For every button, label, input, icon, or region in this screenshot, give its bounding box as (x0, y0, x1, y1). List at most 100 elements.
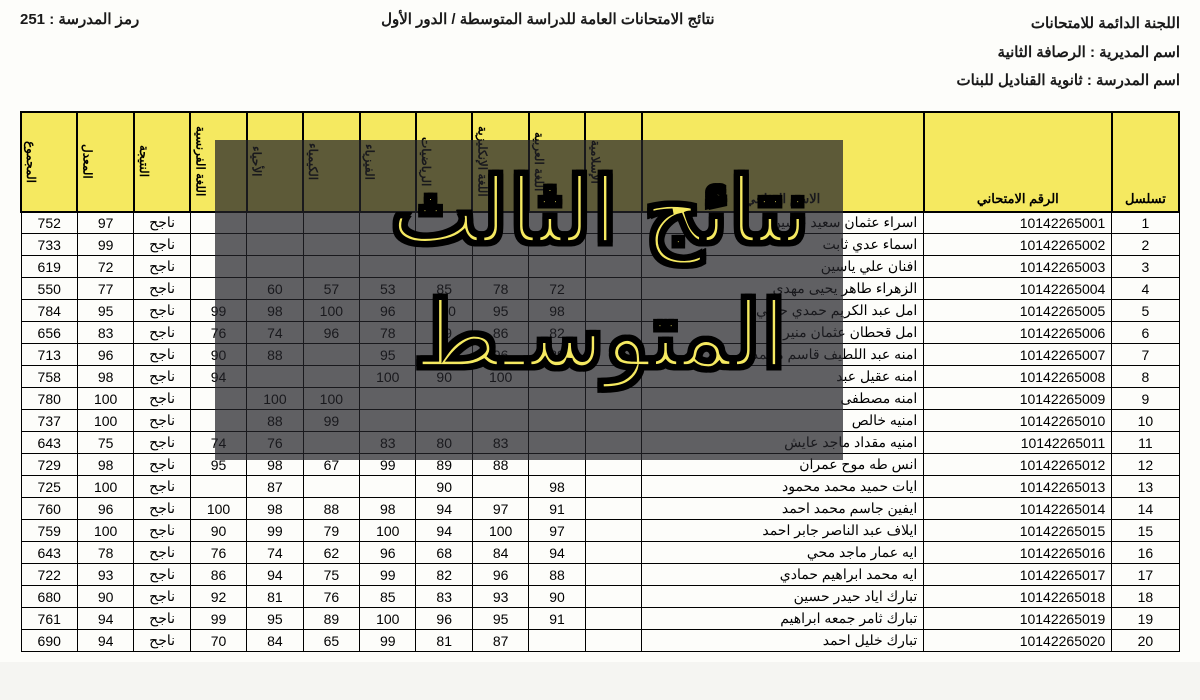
cell (585, 564, 641, 586)
cell: 76 (190, 542, 246, 564)
cell: 784 (21, 300, 77, 322)
cell: ناجح (134, 410, 190, 432)
cell: 85 (360, 586, 416, 608)
cell: ناجح (134, 344, 190, 366)
cell (303, 476, 359, 498)
cell: 100 (360, 520, 416, 542)
cell: 10142265008 (924, 366, 1112, 388)
cell: 96 (416, 608, 472, 630)
cell: 10142265004 (924, 278, 1112, 300)
cell: 10142265002 (924, 234, 1112, 256)
cell (585, 498, 641, 520)
cell: 8 (1112, 366, 1179, 388)
cell (585, 542, 641, 564)
cell: 98 (360, 498, 416, 520)
committee-name: اللجنة الدائمة للامتحانات (957, 10, 1181, 39)
table-row: 1310142265013ايات حميد محمد محمود989087ن… (21, 476, 1179, 498)
col-result: النتيجة (134, 112, 190, 212)
cell: 90 (190, 520, 246, 542)
cell: 96 (77, 344, 133, 366)
table-row: 1710142265017ايه محمد ابراهيم حمادي88968… (21, 564, 1179, 586)
cell: 93 (472, 586, 528, 608)
cell: 18 (1112, 586, 1179, 608)
cell: 10142265018 (924, 586, 1112, 608)
cell: 92 (190, 586, 246, 608)
col-exam: الرقم الامتحاني (924, 112, 1112, 212)
table-row: 1410142265014ايفين جاسم محمد احمد9197949… (21, 498, 1179, 520)
cell: ناجح (134, 256, 190, 278)
cell: 14 (1112, 498, 1179, 520)
cell: 100 (190, 498, 246, 520)
cell: 10142265019 (924, 608, 1112, 630)
table-row: 1510142265015ايلاف عبد الناصر جابر احمد9… (21, 520, 1179, 542)
cell: ناجح (134, 454, 190, 476)
page-title: نتائج الامتحانات العامة للدراسة المتوسطة… (139, 10, 956, 28)
cell: 1 (1112, 212, 1179, 234)
cell: 99 (360, 564, 416, 586)
cell: ناجح (134, 212, 190, 234)
cell: 10142265007 (924, 344, 1112, 366)
page-header: اللجنة الدائمة للامتحانات اسم المديرية :… (20, 10, 1180, 96)
cell: 95 (77, 300, 133, 322)
cell: 95 (472, 608, 528, 630)
cell: ناجح (134, 586, 190, 608)
cell: 656 (21, 322, 77, 344)
cell: 760 (21, 498, 77, 520)
cell: 10142265006 (924, 322, 1112, 344)
cell: 88 (529, 564, 585, 586)
cell (585, 608, 641, 630)
cell: 722 (21, 564, 77, 586)
cell: 72 (77, 256, 133, 278)
cell: 643 (21, 432, 77, 454)
cell (190, 476, 246, 498)
cell: ايه محمد ابراهيم حمادي (642, 564, 924, 586)
cell: 10142265016 (924, 542, 1112, 564)
cell: 89 (303, 608, 359, 630)
cell: 761 (21, 608, 77, 630)
cell: 97 (529, 520, 585, 542)
cell: تبارك اياد حيدر حسين (642, 586, 924, 608)
cell: ايه عمار ماجد محي (642, 542, 924, 564)
cell: 10142265010 (924, 410, 1112, 432)
directorate-line: اسم المديرية : الرصافة الثانية (957, 39, 1181, 68)
cell: 93 (77, 564, 133, 586)
cell: 97 (472, 498, 528, 520)
cell: 98 (77, 454, 133, 476)
cell: 680 (21, 586, 77, 608)
cell: 10142265017 (924, 564, 1112, 586)
cell: 10142265014 (924, 498, 1112, 520)
cell: 100 (77, 520, 133, 542)
cell: 88 (303, 498, 359, 520)
cell: 12 (1112, 454, 1179, 476)
cell: ايات حميد محمد محمود (642, 476, 924, 498)
cell: ناجح (134, 388, 190, 410)
cell: 10142265015 (924, 520, 1112, 542)
cell: 100 (472, 520, 528, 542)
cell: 91 (529, 498, 585, 520)
cell: 99 (360, 630, 416, 652)
cell: 82 (416, 564, 472, 586)
cell: 725 (21, 476, 77, 498)
cell: 79 (303, 520, 359, 542)
table-row: 1910142265019تبارك ثامر جمعه ابراهيم9195… (21, 608, 1179, 630)
cell: 19 (1112, 608, 1179, 630)
school-code: رمز المدرسة : 251 (20, 10, 139, 28)
table-row: 1610142265016ايه عمار ماجد محي9484689662… (21, 542, 1179, 564)
cell: ناجح (134, 322, 190, 344)
cell: 94 (77, 630, 133, 652)
cell: 99 (77, 234, 133, 256)
cell: 90 (529, 586, 585, 608)
cell: 100 (360, 608, 416, 630)
cell: ناجح (134, 432, 190, 454)
cell (585, 520, 641, 542)
cell: ناجح (134, 366, 190, 388)
cell: 619 (21, 256, 77, 278)
cell: ناجح (134, 520, 190, 542)
cell: 94 (416, 498, 472, 520)
cell: 91 (529, 608, 585, 630)
col-avg: المعدل (77, 112, 133, 212)
cell: 100 (77, 388, 133, 410)
cell: 780 (21, 388, 77, 410)
col-total: المجموع (21, 112, 77, 212)
cell: 98 (247, 498, 303, 520)
